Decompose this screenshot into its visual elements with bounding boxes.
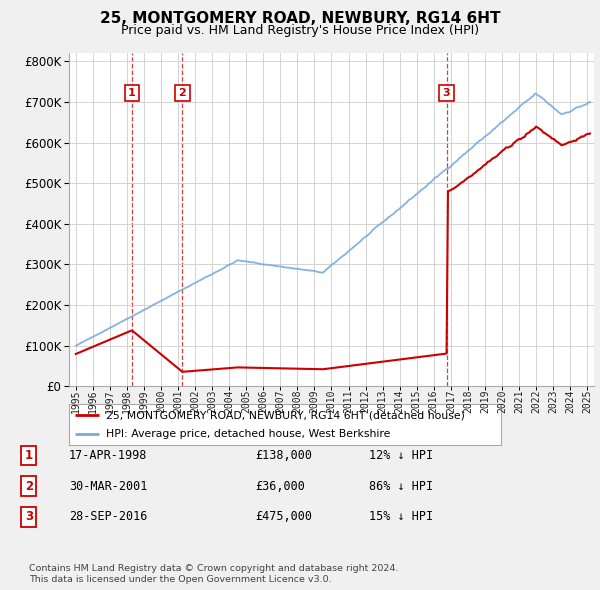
Text: 2002: 2002 — [190, 389, 200, 413]
Text: 1998: 1998 — [122, 389, 132, 413]
Text: 2022: 2022 — [531, 389, 541, 413]
Text: 2023: 2023 — [548, 389, 558, 413]
Text: Contains HM Land Registry data © Crown copyright and database right 2024.: Contains HM Land Registry data © Crown c… — [29, 565, 398, 573]
Text: 17-APR-1998: 17-APR-1998 — [69, 449, 148, 462]
Text: 2018: 2018 — [463, 389, 473, 413]
Text: 28-SEP-2016: 28-SEP-2016 — [69, 510, 148, 523]
Text: 1996: 1996 — [88, 389, 98, 413]
Text: 2010: 2010 — [326, 389, 337, 413]
Text: 25, MONTGOMERY ROAD, NEWBURY, RG14 6HT: 25, MONTGOMERY ROAD, NEWBURY, RG14 6HT — [100, 11, 500, 25]
Text: £138,000: £138,000 — [255, 449, 312, 462]
Text: 2011: 2011 — [344, 389, 353, 413]
Text: HPI: Average price, detached house, West Berkshire: HPI: Average price, detached house, West… — [106, 430, 390, 440]
Text: 2016: 2016 — [429, 389, 439, 413]
Text: 2005: 2005 — [241, 389, 251, 413]
Text: 2006: 2006 — [259, 389, 268, 413]
Text: 2003: 2003 — [207, 389, 217, 413]
Text: 2: 2 — [25, 480, 33, 493]
Text: 2025: 2025 — [582, 389, 592, 413]
Text: 2013: 2013 — [377, 389, 388, 413]
Text: 2000: 2000 — [156, 389, 166, 413]
Text: 2007: 2007 — [275, 389, 286, 413]
Text: 12% ↓ HPI: 12% ↓ HPI — [369, 449, 433, 462]
Text: Price paid vs. HM Land Registry's House Price Index (HPI): Price paid vs. HM Land Registry's House … — [121, 24, 479, 37]
Text: This data is licensed under the Open Government Licence v3.0.: This data is licensed under the Open Gov… — [29, 575, 331, 584]
Text: £36,000: £36,000 — [255, 480, 305, 493]
Text: 2024: 2024 — [565, 389, 575, 413]
Text: 30-MAR-2001: 30-MAR-2001 — [69, 480, 148, 493]
Text: 2015: 2015 — [412, 389, 422, 413]
Text: 2019: 2019 — [480, 389, 490, 413]
Text: 1995: 1995 — [71, 389, 81, 413]
Text: 2012: 2012 — [361, 389, 371, 413]
Text: 1: 1 — [128, 88, 136, 98]
Text: 1: 1 — [25, 449, 33, 462]
Text: 3: 3 — [25, 510, 33, 523]
Text: 2020: 2020 — [497, 389, 507, 413]
Text: 2014: 2014 — [395, 389, 404, 413]
Text: 1997: 1997 — [105, 389, 115, 413]
Text: 3: 3 — [443, 88, 451, 98]
Text: 1999: 1999 — [139, 389, 149, 413]
Text: 2: 2 — [178, 88, 186, 98]
Text: 2009: 2009 — [310, 389, 319, 413]
Text: 25, MONTGOMERY ROAD, NEWBURY, RG14 6HT (detached house): 25, MONTGOMERY ROAD, NEWBURY, RG14 6HT (… — [106, 410, 464, 420]
Text: 15% ↓ HPI: 15% ↓ HPI — [369, 510, 433, 523]
Text: £475,000: £475,000 — [255, 510, 312, 523]
Text: 2017: 2017 — [446, 389, 456, 413]
Text: 2008: 2008 — [292, 389, 302, 413]
Text: 86% ↓ HPI: 86% ↓ HPI — [369, 480, 433, 493]
Text: 2001: 2001 — [173, 389, 183, 413]
Text: 2004: 2004 — [224, 389, 234, 413]
Text: 2021: 2021 — [514, 389, 524, 413]
